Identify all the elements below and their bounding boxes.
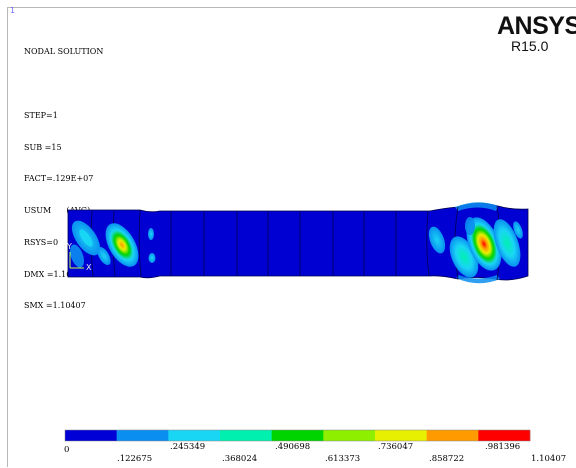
info-line-smx: SMX =1.10407	[24, 301, 86, 311]
legend-swatch-0	[65, 430, 117, 441]
solution-info-block: NODAL SOLUTION STEP=1 SUB =15 FACT=.129E…	[24, 26, 103, 333]
beam-body	[67, 202, 529, 284]
legend-swatch-5	[323, 430, 376, 441]
release-label: R15.0	[511, 38, 549, 54]
contour-hotspots	[70, 217, 523, 278]
legend-label-top-2: .490698	[275, 442, 311, 452]
info-line-sub: SUB =15	[24, 142, 62, 152]
info-line-step: STEP=1	[24, 110, 58, 120]
triad-x-label: X	[86, 263, 92, 272]
viewport-border	[7, 7, 576, 467]
legend-label-top-4: .981396	[485, 442, 521, 452]
legend-swatch-8	[478, 430, 531, 441]
legend-label-bottom-1: .368024	[222, 454, 258, 464]
legend-label-top-1: .245349	[170, 442, 206, 452]
info-line-dmx: DMX =1.10407	[24, 269, 87, 279]
triad-icon	[69, 252, 84, 269]
legend-label-top-0: 0	[64, 445, 70, 455]
legend-label-bottom-3: .858722	[429, 454, 465, 464]
legend-swatch-6	[375, 430, 427, 441]
legend-border	[64, 429, 531, 442]
legend-label-bottom-4: 1.10407	[531, 454, 567, 464]
legend-swatch-4	[271, 430, 324, 441]
legend-label-top-3: .736047	[378, 442, 414, 452]
legend-swatch-7	[426, 430, 479, 441]
ansys-logo: ANSYS	[497, 12, 576, 40]
legend-label-bottom-2: .613373	[325, 454, 361, 464]
info-line-fact: FACT=.129E+07	[24, 174, 94, 184]
window-number: 1	[10, 6, 15, 15]
triad-y-label: Y	[67, 242, 72, 251]
legend-swatch-3	[220, 430, 272, 441]
legend-label-bottom-0: .122675	[117, 454, 153, 464]
legend-swatch-2	[168, 430, 221, 441]
info-line-title: NODAL SOLUTION	[24, 47, 104, 57]
legend-swatch-1	[116, 430, 169, 441]
info-line-rsys: RSYS=0	[24, 237, 59, 247]
